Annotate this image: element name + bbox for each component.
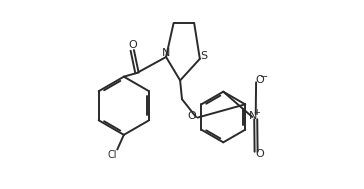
Text: S: S (201, 51, 207, 61)
Text: N: N (249, 111, 257, 121)
Text: O: O (187, 111, 196, 121)
Text: Cl: Cl (108, 150, 117, 160)
Text: N: N (162, 48, 171, 58)
Text: O: O (128, 40, 136, 50)
Text: −: − (260, 72, 268, 82)
Text: O: O (256, 75, 265, 85)
Text: O: O (256, 149, 265, 159)
Text: +: + (253, 108, 260, 117)
